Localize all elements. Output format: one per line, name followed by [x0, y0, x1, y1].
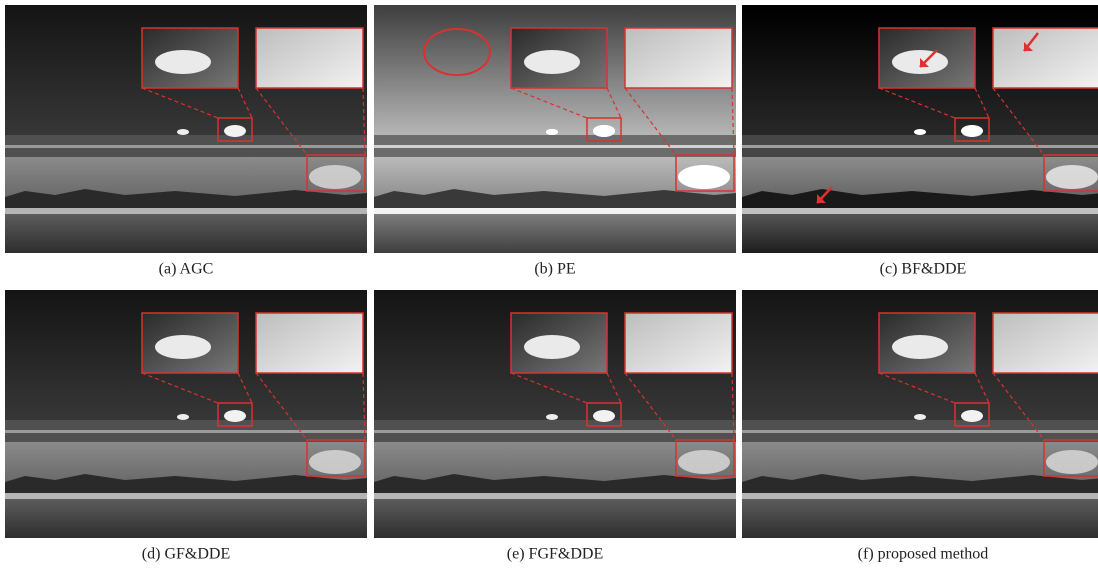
- panel: (e) FGF&DDE: [374, 290, 736, 563]
- panel: (a) AGC: [5, 5, 367, 278]
- caption: (d) GF&DDE: [142, 546, 230, 563]
- panel: (c) BF&DDE: [742, 5, 1098, 278]
- wall-glow: [678, 165, 730, 189]
- wall-glow: [1046, 450, 1098, 474]
- plume: [593, 125, 615, 137]
- ground: [742, 214, 1098, 253]
- inset-wall: [625, 313, 732, 373]
- inset-plume-blob: [524, 335, 580, 359]
- inset-wall: [256, 28, 363, 88]
- inset-plume-blob: [155, 335, 211, 359]
- horizon-line: [5, 430, 367, 433]
- caption: (a) AGC: [159, 261, 214, 278]
- inset-wall: [625, 28, 732, 88]
- horizon-line: [742, 430, 1098, 433]
- ground: [374, 214, 736, 253]
- inset-plume-blob: [524, 50, 580, 74]
- caption: (c) BF&DDE: [880, 261, 967, 278]
- figure: (a) AGC (b) PE (c) BF&DDE (d) GF&DDE (e) FGF…: [0, 0, 1098, 571]
- plume: [961, 410, 983, 422]
- shore-line: [374, 493, 736, 499]
- horizon-line: [374, 430, 736, 433]
- panel: (d) GF&DDE: [5, 290, 367, 563]
- horizon-line: [742, 145, 1098, 148]
- shore-line: [742, 493, 1098, 499]
- shore-line: [5, 493, 367, 499]
- horizon-line: [5, 145, 367, 148]
- dome: [546, 129, 558, 135]
- ground: [5, 214, 367, 253]
- wall-glow: [1046, 165, 1098, 189]
- plume: [593, 410, 615, 422]
- panel: (b) PE: [374, 5, 736, 278]
- wall-glow: [309, 165, 361, 189]
- caption: (f) proposed method: [858, 546, 989, 563]
- dome: [914, 414, 926, 420]
- shore-line: [5, 208, 367, 214]
- inset-wall: [993, 28, 1098, 88]
- inset-wall: [993, 313, 1098, 373]
- plume: [224, 125, 246, 137]
- plume: [224, 410, 246, 422]
- shore-line: [374, 208, 736, 214]
- ground: [742, 499, 1098, 538]
- dome: [546, 414, 558, 420]
- horizon-line: [374, 145, 736, 148]
- dome: [914, 129, 926, 135]
- inset-wall: [256, 313, 363, 373]
- dome: [177, 414, 189, 420]
- dome: [177, 129, 189, 135]
- plume: [961, 125, 983, 137]
- inset-plume-blob: [155, 50, 211, 74]
- panel: (f) proposed method: [742, 290, 1098, 563]
- wall-glow: [309, 450, 361, 474]
- ground: [374, 499, 736, 538]
- page: (a) AGC (b) PE (c) BF&DDE (d) GF&DDE (e) FGF…: [0, 0, 1098, 571]
- caption: (b) PE: [534, 261, 575, 278]
- shore-line: [742, 208, 1098, 214]
- caption: (e) FGF&DDE: [507, 546, 603, 563]
- wall-glow: [678, 450, 730, 474]
- ground: [5, 499, 367, 538]
- inset-plume-blob: [892, 335, 948, 359]
